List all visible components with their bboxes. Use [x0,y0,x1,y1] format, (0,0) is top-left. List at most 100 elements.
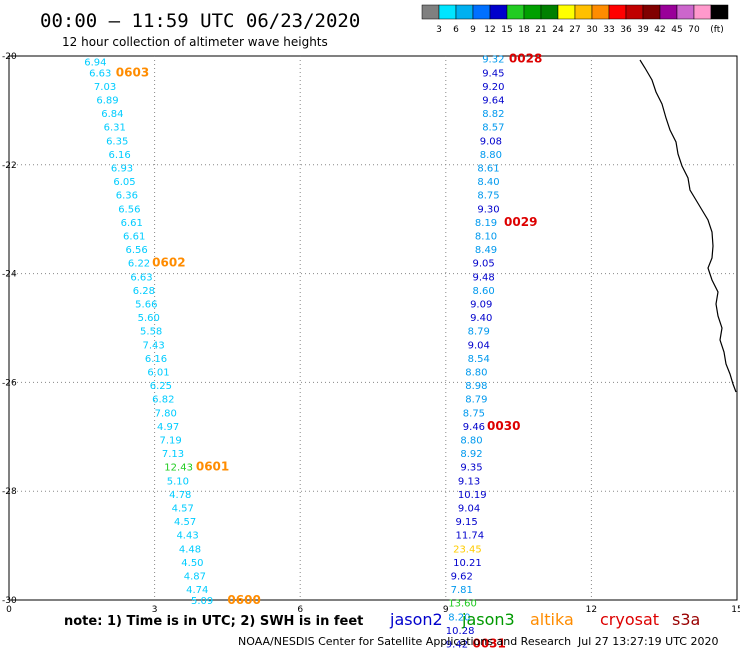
scale-tick-label: 18 [518,25,530,35]
wave-height-labels: 6.946.637.036.896.846.316.356.166.936.05… [84,55,504,650]
wave-height-value: 9.05 [472,259,494,270]
wave-height-value: 9.46 [463,422,485,433]
wave-height-value: 6.05 [113,177,135,188]
wave-height-value: 9.35 [460,463,482,474]
wave-height-value: 9.13 [458,476,480,487]
wave-height-value: 8.80 [465,368,487,379]
time-label: 0600 [227,593,260,607]
scale-tick-label: 15 [501,25,512,35]
scale-tick-label: 36 [620,25,632,35]
x-tick-label: 9 [443,605,449,615]
satellite-jason2: jason2 [389,610,443,629]
wave-height-value: 5.66 [135,300,157,311]
wave-height-value: 9.30 [477,204,499,215]
wave-height-value: 8.80 [460,436,482,447]
wave-height-value: 8.10 [475,232,497,243]
wave-height-value: 4.57 [172,504,194,515]
wave-height-value: 7.81 [451,585,473,596]
scale-swatch [574,4,593,20]
wave-height-value: 6.16 [145,354,167,365]
wave-height-value: 5.58 [140,327,162,338]
scale-swatch [506,4,525,20]
scale-swatch [642,4,661,20]
scale-tick-label: 6 [453,25,459,35]
wave-height-value: 9.04 [468,340,490,351]
wave-height-value: 9.62 [451,572,473,583]
credit-line: NOAA/NESDIS Center for Satellite Applica… [238,635,571,648]
wave-height-value: 7.13 [162,449,184,460]
wave-height-value: 13.60 [448,599,477,610]
wave-height-value: 6.84 [101,109,123,120]
scale-swatch [557,4,576,20]
wave-height-value: 8.61 [477,164,499,175]
scale-swatch [608,4,627,20]
wave-height-value: 9.45 [482,68,504,79]
wave-height-value: 6.93 [111,164,133,175]
wave-height-color-scale: 3 6 9 12 15 18 21 24 27 30 33 36 39 42 45 70 (ft) [421,4,729,35]
scale-swatch [710,4,729,20]
wave-height-value: 9.15 [456,517,478,528]
wave-height-value: 10.19 [458,490,487,501]
chart-subtitle: 12 hour collection of altimeter wave hei… [62,35,328,49]
time-label: 0031 [472,637,505,650]
wave-height-value: 6.31 [104,123,126,134]
wave-height-value: 9.42 [446,640,468,650]
satellite-s3a: s3a [672,610,700,629]
wave-height-value: 6.25 [150,381,172,392]
scale-swatch [591,4,610,20]
wave-height-value: 8.60 [472,286,494,297]
satellite-legend: jason2 jason3 altika cryosat s3a [389,610,700,629]
scale-swatch [523,4,542,20]
wave-height-value: 6.82 [152,395,174,406]
wave-height-value: 12.43 [164,463,193,474]
wave-height-value: 8.54 [468,354,490,365]
wave-height-value: 6.28 [133,286,155,297]
scale-tick-label: 33 [603,25,614,35]
x-tick-label: 12 [586,605,597,615]
time-label: 0601 [196,460,229,474]
wave-height-value: 6.61 [123,232,145,243]
wave-height-value: 4.50 [181,558,203,569]
x-tick-label: 3 [152,605,158,615]
wave-height-value: 6.89 [96,96,118,107]
wave-height-value: 10.21 [453,558,482,569]
wave-height-value: 6.94 [84,57,106,68]
wave-height-value: 9.04 [458,504,480,515]
wave-height-value: 4.43 [176,531,198,542]
wave-height-value: 9.48 [472,272,494,283]
wave-height-value: 11.74 [456,531,485,542]
wave-height-value: 4.74 [186,585,208,596]
scale-swatch [472,4,491,20]
coastline [639,59,737,393]
wave-height-value: 4.78 [169,490,191,501]
scale-swatch [489,4,508,20]
scale-tick-label: 3 [436,25,442,35]
y-tick-label: -26 [2,378,17,388]
x-tick-label: 6 [297,605,303,615]
wave-height-value: 6.56 [118,204,140,215]
wave-height-value: 9.32 [482,55,504,66]
wave-height-value: 6.36 [116,191,138,202]
scale-tick-label: 27 [569,25,580,35]
scale-tick-label: 42 [654,25,665,35]
satellite-altika: altika [530,610,574,629]
wave-height-value: 8.49 [475,245,497,256]
wave-height-value: 5.09 [191,596,213,607]
x-tick-label: 0 [6,605,12,615]
wave-height-value: 9.08 [480,136,502,147]
generated-timestamp: Jul 27 13:27:19 UTC 2020 [577,635,718,648]
footer-note: note: 1) Time is in UTC; 2) SWH is in fe… [64,614,363,629]
satellite-cryosat: cryosat [600,610,659,629]
scale-tick-label: 39 [637,25,649,35]
wave-height-value: 9.09 [470,300,492,311]
wave-height-value: 5.60 [138,313,160,324]
wave-height-value: 6.63 [130,272,152,283]
wave-height-value: 6.56 [125,245,147,256]
time-label: 0603 [116,65,149,79]
wave-height-value: 8.80 [480,150,502,161]
scale-tick-label: 30 [586,25,598,35]
satellite-jason3: jason3 [461,610,515,629]
time-label: 0030 [487,419,520,433]
wave-height-value: 8.92 [460,449,482,460]
